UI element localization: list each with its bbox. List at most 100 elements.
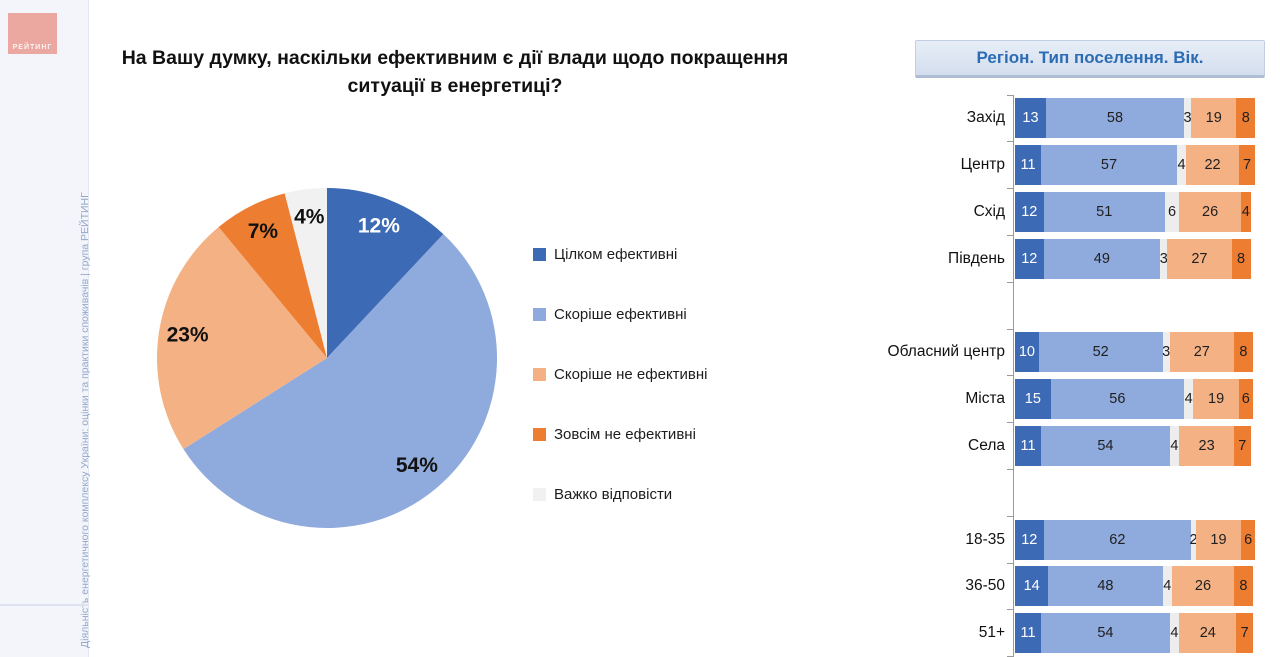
- bar-segment: 7: [1233, 425, 1251, 466]
- pie-slice-4: [284, 188, 327, 358]
- pie-slice-2: [156, 227, 327, 450]
- axis-tick: [1007, 188, 1013, 190]
- legend: Цілком ефективні Скоріше ефективні Скоріше…: [533, 247, 708, 547]
- bar-segment: 12: [1015, 238, 1044, 279]
- bar-segment: 13: [1015, 98, 1046, 139]
- bar-segment: 4: [1183, 379, 1194, 420]
- bar-segment: 57: [1041, 145, 1177, 186]
- bar-segment: 27: [1167, 238, 1232, 279]
- legend-swatch-icon: [533, 368, 546, 381]
- legend-item: Скоріше не ефективні: [533, 367, 708, 382]
- bar-row: Обласний центр 10 52 3 27 8: [843, 329, 1280, 376]
- bar-track: 11 54 4 23 7: [1015, 425, 1251, 466]
- sidebar-vertical-caption: Діяльність енергетичного комплексу Украї…: [79, 192, 91, 648]
- bar-segment: 3: [1184, 98, 1192, 139]
- bar-row-spacer: [843, 282, 1280, 329]
- legend-label: Важко відповісти: [554, 486, 673, 503]
- bar-segment: 15: [1015, 379, 1051, 420]
- pie-slice-3: [218, 193, 327, 358]
- bar-segment: 54: [1041, 425, 1170, 466]
- legend-swatch-icon: [533, 488, 546, 501]
- bar-segment: 2: [1189, 519, 1198, 560]
- axis-tick: [1007, 468, 1013, 470]
- axis-tick: [1007, 422, 1013, 424]
- bar-segment: 8: [1231, 238, 1251, 279]
- bar-track: 11 57 4 22 7: [1015, 145, 1256, 186]
- bar-row: Південь 12 49 3 27 8: [843, 235, 1280, 282]
- axis-line: [1013, 95, 1014, 657]
- legend-item: Цілком ефективні: [533, 247, 708, 262]
- bar-track: 13 58 3 19 8: [1015, 98, 1256, 139]
- bar-track: 15 56 4 19 6: [1015, 379, 1253, 420]
- bar-row: Захід 13 58 3 19 8: [843, 95, 1280, 142]
- axis-tick: [1007, 562, 1013, 564]
- bar-segment: 4: [1176, 145, 1187, 186]
- axis-tick: [1007, 375, 1013, 377]
- bar-row: Міста 15 56 4 19 6: [843, 376, 1280, 423]
- bar-row-label: Центр: [960, 156, 1005, 174]
- bar-segment: 58: [1045, 98, 1184, 139]
- axis-tick: [1007, 515, 1013, 517]
- bar-segment: 24: [1179, 613, 1237, 654]
- rating-group-logo: РЕЙТИНГ: [8, 13, 57, 54]
- bar-segment: 14: [1015, 566, 1049, 607]
- legend-swatch-icon: [533, 248, 546, 261]
- bar-row-label: Міста: [965, 390, 1005, 408]
- legend-item: Зовсім не ефективні: [533, 427, 708, 442]
- pie-slice-0: [327, 188, 444, 358]
- bar-segment: 23: [1179, 425, 1234, 466]
- axis-tick: [1007, 141, 1013, 143]
- bar-segment: 11: [1015, 425, 1042, 466]
- bar-segment: 3: [1162, 332, 1170, 373]
- bar-segment: 52: [1038, 332, 1163, 373]
- bar-row-label: 18-35: [965, 530, 1005, 548]
- legend-label: Скоріше ефективні: [554, 306, 687, 323]
- pie-label: 12%: [358, 214, 400, 237]
- bar-segment: 26: [1172, 566, 1234, 607]
- bar-segment: 19: [1195, 519, 1242, 560]
- bar-segment: 4: [1162, 566, 1173, 607]
- bar-segment: 7: [1236, 613, 1253, 654]
- bar-segment: 11: [1015, 145, 1042, 186]
- slide-title: На Вашу думку, наскільки ефективним є ді…: [121, 47, 789, 97]
- bar-segment: 4: [1169, 613, 1180, 654]
- axis-tick: [1007, 328, 1013, 330]
- bar-segment: 6: [1164, 191, 1180, 232]
- bar-segment: 12: [1015, 191, 1044, 232]
- bar-segment: 10: [1015, 332, 1039, 373]
- bar-segment: 48: [1048, 566, 1163, 607]
- legend-swatch-icon: [533, 308, 546, 321]
- bar-segment: 54: [1041, 613, 1170, 654]
- bar-segment: 8: [1236, 98, 1256, 139]
- legend-swatch-icon: [533, 428, 546, 441]
- axis-tick: [1007, 609, 1013, 611]
- bar-track: 12 62 2 19 6: [1015, 519, 1256, 560]
- pie-label: 4%: [294, 206, 325, 229]
- pie-label: 23%: [167, 323, 209, 346]
- bar-row-label: Схід: [973, 202, 1005, 220]
- bar-row: 18-35 12 62 2 19 6: [843, 516, 1280, 563]
- bar-segment: 8: [1233, 566, 1253, 607]
- bar-row-label: Захід: [966, 109, 1005, 127]
- bar-track: 14 48 4 26 8: [1015, 566, 1253, 607]
- sidebar: РЕЙТИНГ Діяльність енергетичного комплек…: [0, 0, 91, 657]
- legend-label: Скоріше не ефективні: [554, 366, 708, 383]
- bar-segment: 19: [1191, 98, 1237, 139]
- axis-tick: [1007, 281, 1013, 283]
- bar-row: 51+ 11 54 4 24 7: [843, 610, 1280, 657]
- axis-tick: [1007, 94, 1013, 96]
- bar-segment: 26: [1179, 191, 1242, 232]
- pie-chart: 12% 54% 23% 7% 4%: [156, 188, 498, 529]
- legend-label: Зовсім не ефективні: [554, 426, 696, 443]
- bar-row-label: Села: [968, 436, 1005, 454]
- bar-segment: 4: [1241, 191, 1251, 232]
- bar-track: 10 52 3 27 8: [1015, 332, 1253, 373]
- bar-segment: 12: [1015, 519, 1044, 560]
- bar-row-label: Південь: [948, 249, 1005, 267]
- bar-segment: 51: [1043, 191, 1165, 232]
- bar-segment: 49: [1043, 238, 1161, 279]
- bar-segment: 27: [1169, 332, 1234, 373]
- bar-track: 11 54 4 24 7: [1015, 613, 1253, 654]
- bar-track: 12 49 3 27 8: [1015, 238, 1251, 279]
